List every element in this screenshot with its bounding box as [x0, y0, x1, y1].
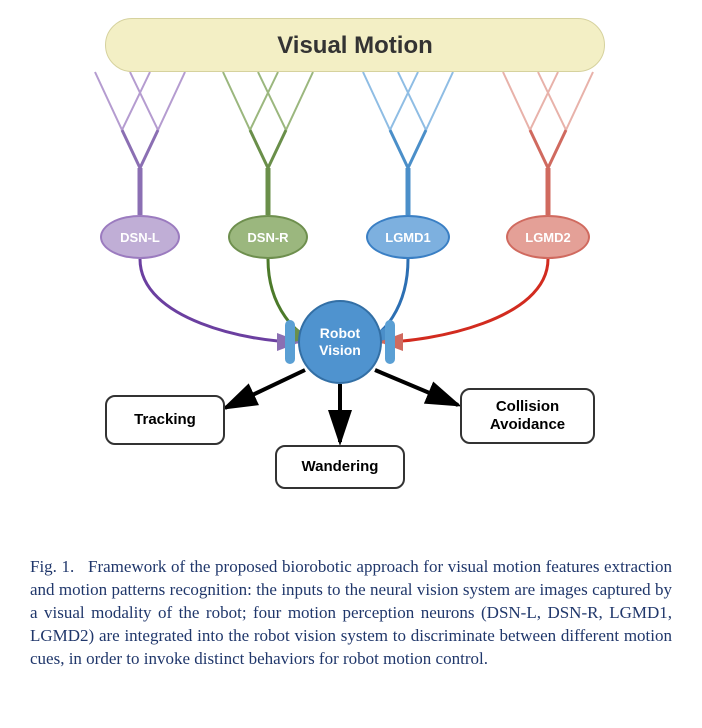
box-wandering: Wandering	[275, 445, 405, 489]
visual-motion-banner: Visual Motion	[105, 18, 605, 72]
robot-vision-node: Robot Vision	[298, 300, 382, 384]
neuron-dsn-l: DSN-L	[100, 215, 180, 259]
box-wandering-label: Wandering	[302, 458, 379, 476]
caption-prefix: Fig. 1.	[30, 557, 74, 576]
box-collision-line2: Avoidance	[490, 416, 565, 434]
neuron-lgmd2: LGMD2	[506, 215, 590, 259]
neuron-lgmd2-label: LGMD2	[525, 230, 571, 245]
arrow-to-collision	[375, 370, 458, 405]
curve-dsn-l	[140, 259, 298, 342]
curve-lgmd2	[382, 259, 548, 342]
neuron-lgmd1: LGMD1	[366, 215, 450, 259]
box-tracking: Tracking	[105, 395, 225, 445]
neuron-dsn-r: DSN-R	[228, 215, 308, 259]
neuron-dsn-r-label: DSN-R	[247, 230, 288, 245]
caption-text: Framework of the proposed biorobotic app…	[30, 557, 672, 668]
box-collision-line1: Collision	[496, 398, 559, 416]
neuron-lgmd1-label: LGMD1	[385, 230, 431, 245]
figure-caption: Fig. 1. Framework of the proposed biorob…	[0, 556, 702, 671]
robot-wheel-left	[285, 320, 295, 364]
dendrites-dsn-r	[223, 72, 313, 215]
box-collision: Collision Avoidance	[460, 388, 595, 444]
arrow-to-tracking	[225, 370, 305, 408]
banner-label: Visual Motion	[277, 32, 433, 59]
dendrites-dsn-l	[95, 72, 185, 215]
connections-svg	[0, 0, 702, 520]
dendrites-lgmd1	[363, 72, 453, 215]
box-tracking-label: Tracking	[134, 411, 196, 429]
robot-label-line1: Robot	[320, 325, 360, 342]
dendrites-lgmd2	[503, 72, 593, 215]
diagram-area: Visual Motion DSN-L DSN-R LGMD1 LGMD2 Ro…	[0, 0, 702, 520]
robot-label-line2: Vision	[319, 342, 361, 359]
neuron-dsn-l-label: DSN-L	[120, 230, 160, 245]
robot-wheel-right	[385, 320, 395, 364]
